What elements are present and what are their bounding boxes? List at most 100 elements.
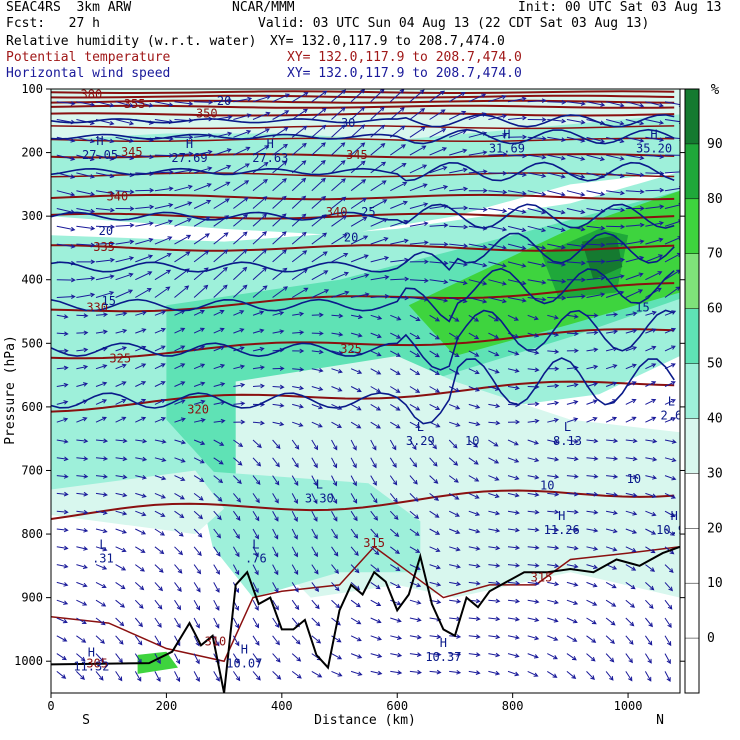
wind-vector <box>390 276 410 282</box>
wind-vector <box>350 439 357 451</box>
theta-label: 320 <box>187 402 209 416</box>
wind-vector <box>390 368 401 375</box>
wind-vector <box>272 267 288 281</box>
wind-vector <box>625 492 638 498</box>
wind-vector <box>350 106 366 120</box>
wind-vector <box>291 231 307 245</box>
wind-vector <box>154 617 162 628</box>
wind-vector <box>95 101 115 108</box>
wind-vector <box>527 208 547 215</box>
wind-vector <box>331 670 343 677</box>
wind-vector <box>193 510 204 520</box>
theta-label: 325 <box>109 351 131 365</box>
wind-vector <box>311 349 324 355</box>
wind-vector <box>645 438 658 444</box>
wind-vector <box>95 581 107 588</box>
wind-vector <box>154 399 166 405</box>
colorbar-swatch <box>685 143 699 199</box>
colorbar-label: 20 <box>707 521 723 536</box>
wind-vector <box>488 332 500 339</box>
wind-vector <box>664 381 676 387</box>
wind-vector <box>664 510 676 517</box>
wind-vector <box>95 291 115 298</box>
theta-label: 330 <box>86 301 108 315</box>
wind-vector <box>409 183 428 192</box>
wind-vector <box>664 528 675 536</box>
wind-speed-contour <box>51 203 675 229</box>
wind-vector <box>174 417 186 423</box>
wind-vector <box>586 190 606 197</box>
wind-vector <box>527 279 547 285</box>
wind-vector <box>56 581 69 587</box>
wind-vector <box>350 599 361 608</box>
wind-vector <box>488 297 507 304</box>
wind-vector <box>193 564 202 575</box>
wind-vector <box>193 327 205 334</box>
extremum-kind: H <box>671 509 678 523</box>
wind-vector <box>272 546 279 558</box>
wind-vector <box>115 564 127 571</box>
wind-vector <box>507 261 527 268</box>
wind-vector <box>213 617 220 629</box>
wind-vector <box>76 242 96 248</box>
wind-vector <box>625 510 638 516</box>
theta-contour <box>51 153 675 159</box>
wind-vector <box>429 368 440 375</box>
wind-vector <box>389 89 405 103</box>
wind-vector <box>644 635 653 646</box>
wind-vector <box>291 564 299 575</box>
wind-vector <box>193 475 205 482</box>
wind-vector <box>566 190 586 197</box>
wind-vector <box>645 154 665 160</box>
rh-region-west <box>51 470 225 535</box>
extremum-kind: L <box>668 395 675 409</box>
wind-vector <box>507 368 520 373</box>
wind-vector <box>135 475 147 480</box>
wind-vector <box>76 546 89 551</box>
wind-vector <box>232 617 239 629</box>
wind-vector <box>566 491 579 497</box>
wind-vector <box>547 545 560 551</box>
wind-vector <box>252 528 259 540</box>
wind-vector <box>370 635 382 641</box>
wind-vector <box>233 457 243 466</box>
wind-vector <box>174 564 183 574</box>
wind-vector <box>213 564 220 575</box>
wind-vector <box>566 314 579 319</box>
wind-vector <box>95 154 115 161</box>
wind-vector <box>154 269 172 281</box>
wind-vector <box>272 475 280 486</box>
wind-vector <box>488 545 501 551</box>
wind-vector <box>566 545 579 551</box>
extremum-kind: H <box>241 643 248 657</box>
extremum-kind: H <box>267 137 274 151</box>
wind-vector <box>272 599 279 611</box>
extremum-value: .31 <box>92 552 114 566</box>
wind-vector <box>606 456 619 461</box>
extremum-value: 3.30 <box>305 491 334 505</box>
wind-vector <box>606 438 619 444</box>
wind-vector <box>507 115 527 121</box>
wind-vector <box>252 128 270 138</box>
theta-contour <box>51 104 675 109</box>
wind-vector <box>625 289 644 298</box>
wind-vector <box>488 243 507 250</box>
wind-vector <box>448 110 467 120</box>
wind-vector <box>507 580 521 586</box>
wind-vector <box>350 528 359 539</box>
wind-vector <box>390 332 402 339</box>
wind-vector <box>350 546 359 556</box>
wind-vector <box>409 403 421 411</box>
wind-vector <box>409 475 418 485</box>
wind-vector <box>291 475 299 487</box>
theta-label: 310 <box>205 634 227 648</box>
wind-label: 15 <box>635 301 649 315</box>
terrain <box>51 545 680 693</box>
wind-vector <box>605 617 616 626</box>
wind-vector <box>468 616 481 622</box>
wind-vector <box>586 653 596 662</box>
wind-vector <box>135 328 147 334</box>
wind-vector <box>370 475 377 486</box>
wind-vector <box>350 493 358 504</box>
wind-vector <box>115 256 135 263</box>
